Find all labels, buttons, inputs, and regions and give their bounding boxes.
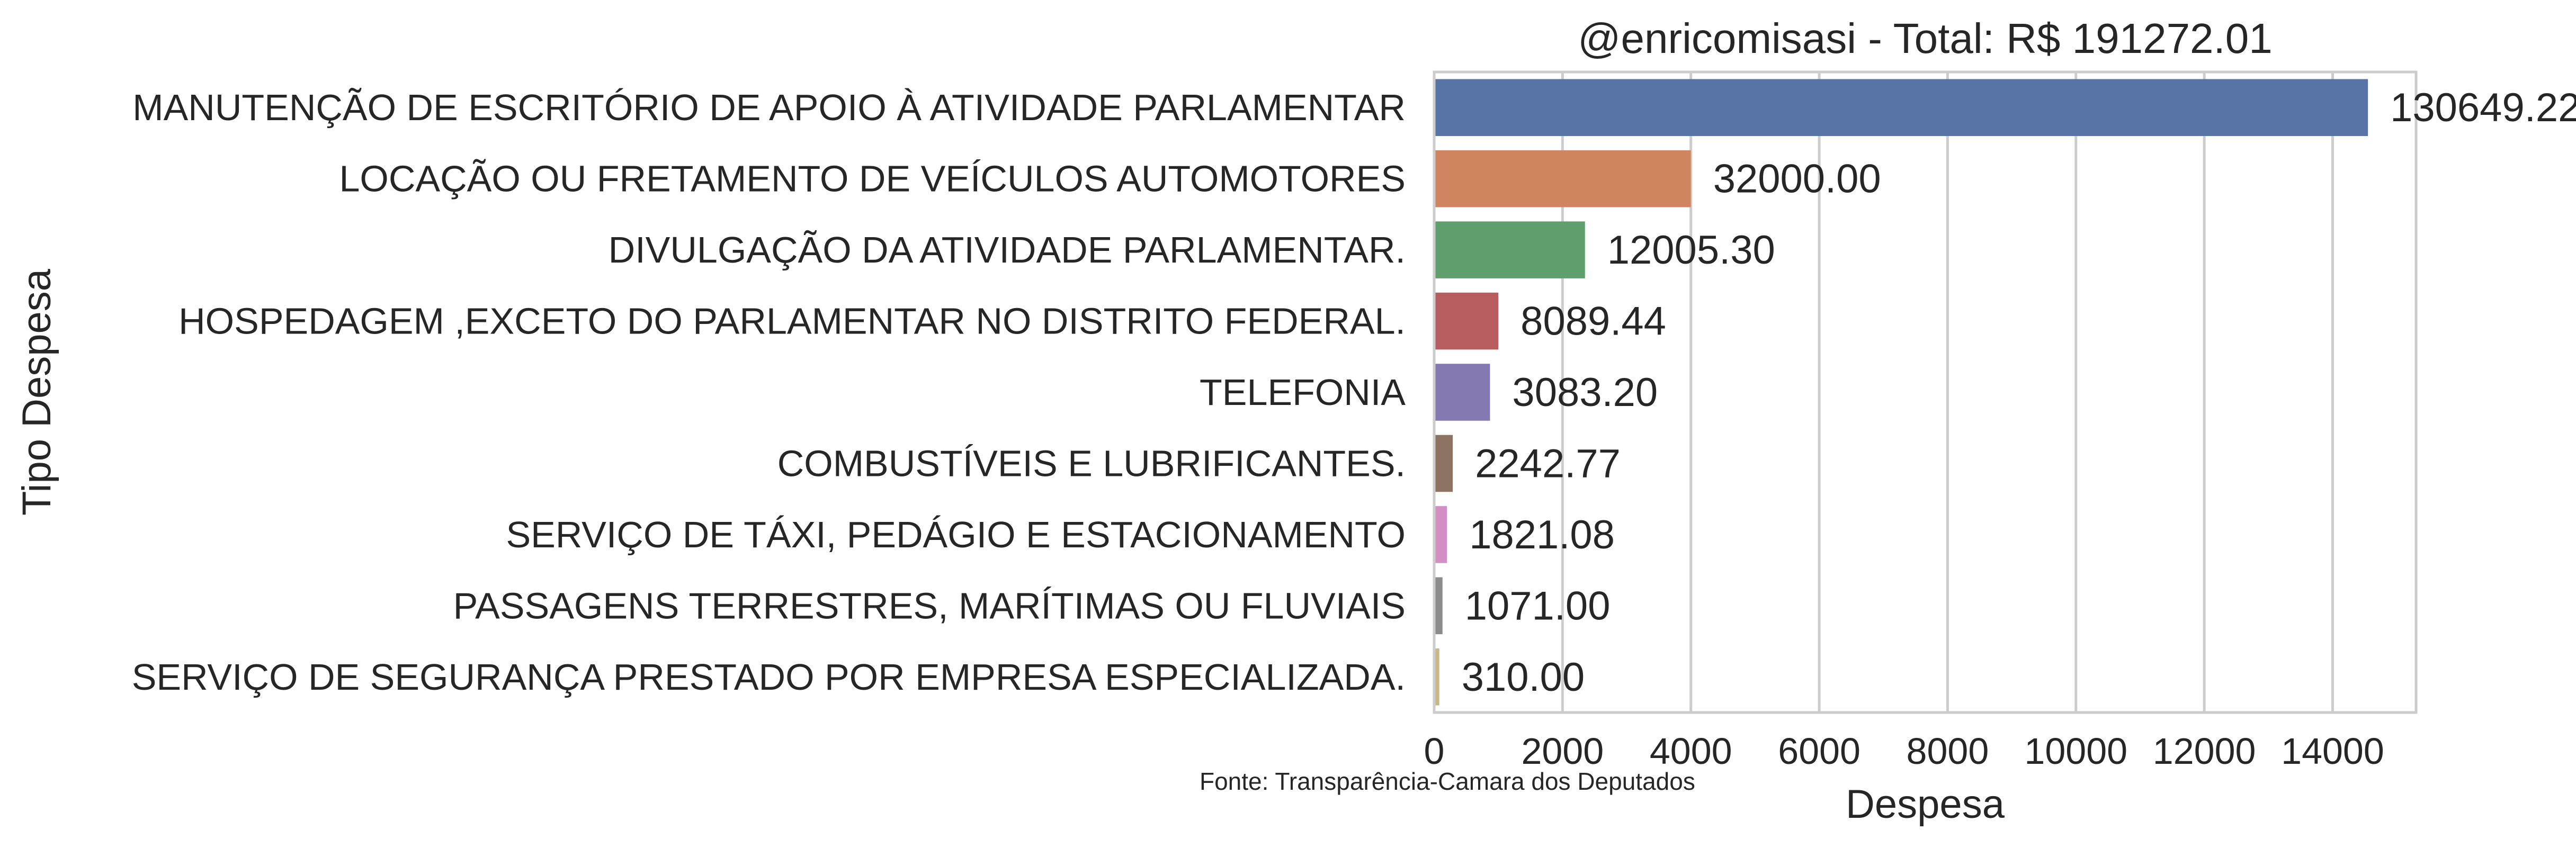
bar-value-label: 1071.00 xyxy=(1465,583,1611,628)
category-labels: MANUTENÇÃO DE ESCRITÓRIO DE APOIO À ATIV… xyxy=(132,87,1406,698)
category-label: HOSPEDAGEM ,EXCETO DO PARLAMENTAR NO DIS… xyxy=(178,301,1406,342)
bar xyxy=(1434,150,1691,208)
category-label: SERVIÇO DE SEGURANÇA PRESTADO POR EMPRES… xyxy=(132,656,1406,698)
bar-value-label: 8089.44 xyxy=(1520,299,1666,344)
bar xyxy=(1434,506,1447,563)
bar-value-label: 12005.30 xyxy=(1607,228,1775,273)
source-note: Fonte: Transparência-Camara dos Deputado… xyxy=(1200,768,1695,795)
plot-frame xyxy=(1433,70,2418,714)
category-label: SERVIÇO DE TÁXI, PEDÁGIO E ESTACIONAMENT… xyxy=(506,514,1406,555)
bar-value-label: 310.00 xyxy=(1462,655,1585,700)
x-tick-label: 14000 xyxy=(2281,730,2384,772)
chart-title: @enricomisasi - Total: R$ 191272.01 xyxy=(1578,15,2273,62)
y-axis-title: Tipo Despesa xyxy=(14,268,59,516)
bar xyxy=(1434,648,1439,706)
x-tick-label: 10000 xyxy=(2024,730,2127,772)
bar-value-labels: 130649.22 32000.00 12005.30 8089.44 3083.20 2… xyxy=(1462,85,2576,700)
bar xyxy=(1434,292,1499,350)
bar xyxy=(1434,577,1443,635)
bar xyxy=(1434,221,1585,278)
bar xyxy=(1434,79,2368,136)
bar-value-label: 3083.20 xyxy=(1512,370,1658,415)
x-tick-label: 8000 xyxy=(1907,730,1989,772)
x-axis-title: Despesa xyxy=(1846,782,2005,827)
bar xyxy=(1434,364,1490,421)
bar-value-label: 2242.77 xyxy=(1475,441,1621,486)
bars xyxy=(1434,79,2368,706)
bar-value-label: 32000.00 xyxy=(1713,157,1881,202)
x-tick-label: 12000 xyxy=(2153,730,2256,772)
category-label: COMBUSTÍVEIS E LUBRIFICANTES. xyxy=(777,443,1406,484)
bar xyxy=(1434,435,1453,492)
x-tick-label: 6000 xyxy=(1778,730,1861,772)
category-label: LOCAÇÃO OU FRETAMENTO DE VEÍCULOS AUTOMO… xyxy=(339,158,1406,200)
x-tick-label: 2000 xyxy=(1521,730,1604,772)
category-label: MANUTENÇÃO DE ESCRITÓRIO DE APOIO À ATIV… xyxy=(132,87,1406,128)
bar-value-label: 1821.08 xyxy=(1469,512,1615,557)
bar-value-label: 130649.22 xyxy=(2390,85,2576,130)
x-tick-labels: 0 2000 4000 6000 8000 10000 12000 14000 xyxy=(1424,730,2384,772)
x-tick-label: 4000 xyxy=(1650,730,1732,772)
category-label: PASSAGENS TERRESTRES, MARÍTIMAS OU FLUVI… xyxy=(453,585,1406,626)
x-tick-label: 0 xyxy=(1424,730,1445,772)
category-label: DIVULGAÇÃO DA ATIVIDADE PARLAMENTAR. xyxy=(609,229,1406,270)
category-label: TELEFONIA xyxy=(1200,372,1406,413)
